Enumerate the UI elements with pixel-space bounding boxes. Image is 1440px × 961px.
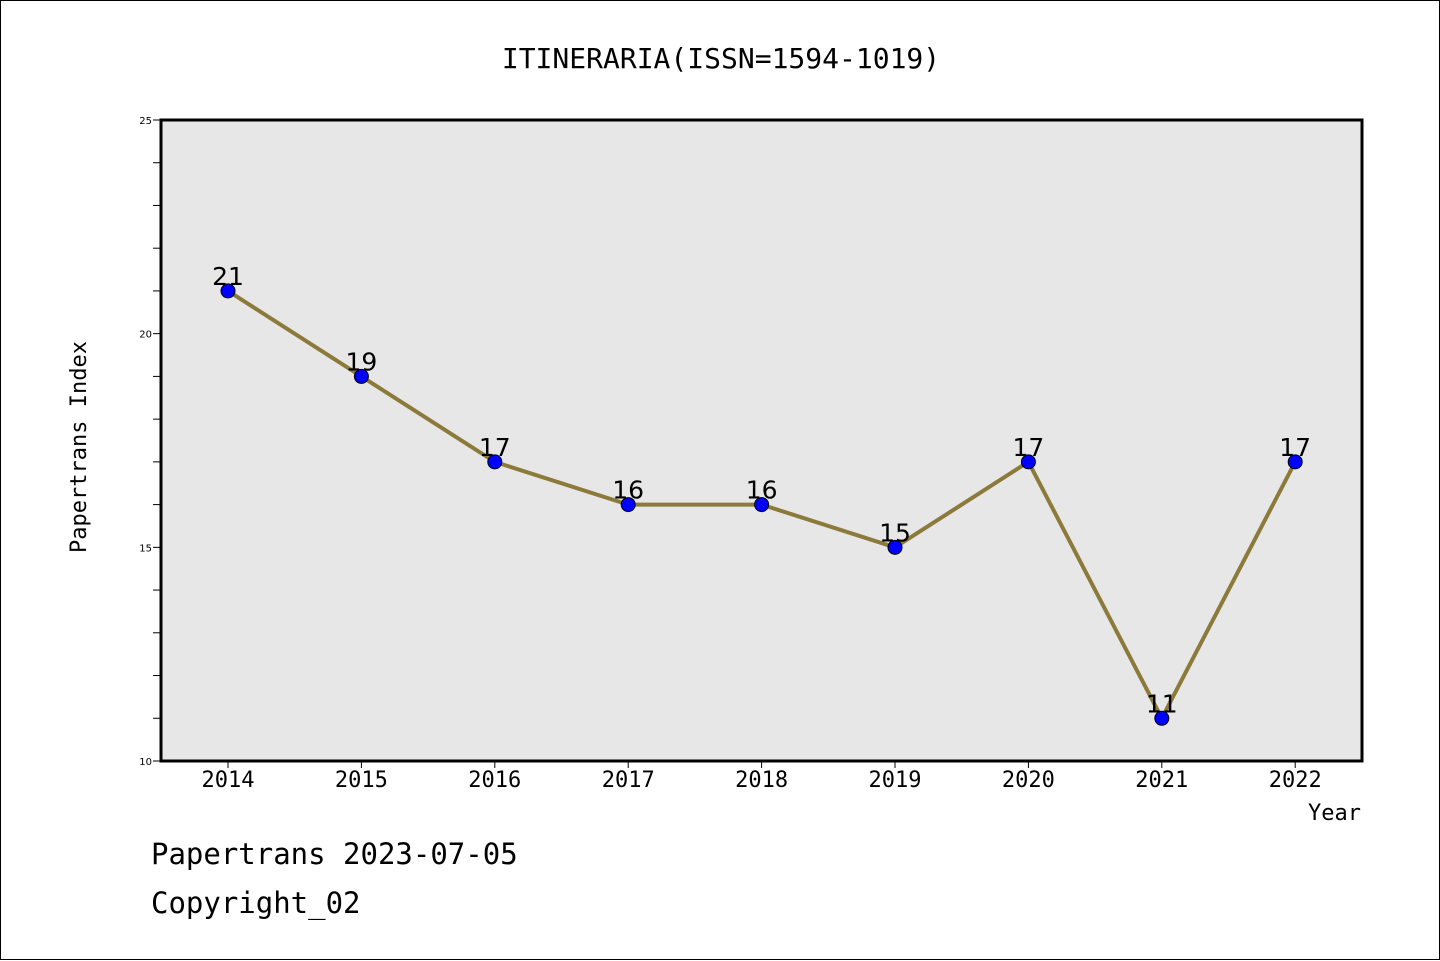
data-point bbox=[620, 497, 636, 513]
x-tick-label: 2016 bbox=[468, 768, 521, 793]
data-point bbox=[1154, 710, 1170, 726]
x-tick-label: 2021 bbox=[1135, 768, 1188, 793]
series-group: 21 19 17 16 16 15 17 11 17 bbox=[212, 262, 1311, 726]
chart-title: ITINERARIA(ISSN=1594-1019) bbox=[502, 42, 940, 75]
x-tick-label: 2017 bbox=[602, 768, 655, 793]
data-label: 17 bbox=[1012, 433, 1044, 462]
data-label: 21 bbox=[212, 262, 244, 291]
x-tick-label: 2019 bbox=[869, 768, 922, 793]
y-tick-label: 15 bbox=[139, 543, 152, 554]
y-tick-label: 20 bbox=[139, 330, 152, 341]
footer-date-text: Papertrans 2023-07-05 bbox=[151, 837, 518, 871]
x-axis-label: Year bbox=[1308, 801, 1361, 826]
data-label: 16 bbox=[746, 476, 778, 505]
y-axis: 10 15 20 25 bbox=[139, 116, 161, 768]
x-tick-label: 2015 bbox=[335, 768, 388, 793]
data-point bbox=[220, 283, 236, 299]
x-axis: 2014 2015 2016 2017 2018 2019 2020 2021 2022 bbox=[202, 761, 1322, 793]
data-label: 17 bbox=[1279, 433, 1311, 462]
data-point bbox=[754, 497, 770, 513]
data-label: 11 bbox=[1146, 689, 1178, 718]
data-point bbox=[1020, 454, 1036, 470]
data-point bbox=[887, 539, 903, 555]
y-axis-label: Papertrans Index bbox=[67, 341, 92, 553]
data-point bbox=[353, 368, 369, 384]
data-label: 17 bbox=[479, 433, 511, 462]
x-tick-label: 2020 bbox=[1002, 768, 1055, 793]
x-tick-label: 2022 bbox=[1269, 768, 1322, 793]
x-tick-label: 2018 bbox=[735, 768, 788, 793]
y-tick-label: 25 bbox=[139, 116, 152, 127]
footer-copyright-text: Copyright_02 bbox=[151, 886, 361, 920]
plot-area bbox=[159, 118, 1364, 763]
data-point bbox=[487, 454, 503, 470]
data-label: 19 bbox=[345, 347, 377, 376]
data-label: 15 bbox=[879, 518, 911, 547]
data-point bbox=[1287, 454, 1303, 470]
y-tick-label: 10 bbox=[139, 757, 152, 768]
x-tick-label: 2014 bbox=[202, 768, 255, 793]
data-label: 16 bbox=[612, 476, 644, 505]
